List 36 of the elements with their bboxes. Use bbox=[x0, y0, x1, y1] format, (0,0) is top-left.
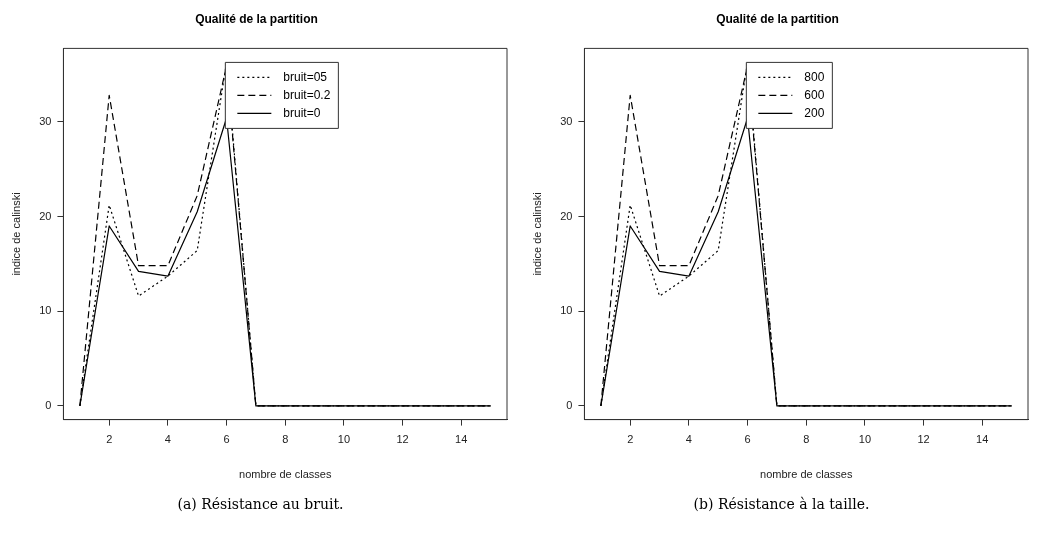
x-tick-label: 10 bbox=[858, 433, 872, 446]
x-tick-label: 12 bbox=[396, 433, 409, 446]
legend-label: 600 bbox=[804, 87, 825, 102]
y-tick-label: 30 bbox=[39, 114, 52, 127]
y-axis-title: indice de calinski bbox=[9, 192, 22, 276]
x-tick-label: 6 bbox=[223, 433, 230, 446]
text: (a) Résistance au bruit. bbox=[176, 496, 345, 512]
x-tick-label: 2 bbox=[106, 433, 113, 446]
x-tick-label: 2 bbox=[627, 433, 634, 446]
chart-title: Qualité de la partition bbox=[195, 11, 318, 26]
legend-label: bruit=05 bbox=[283, 69, 328, 84]
chart-title: Qualité de la partition bbox=[716, 11, 839, 26]
y-axis-title: indice de calinski bbox=[530, 192, 543, 276]
x-axis-title: nombre de classes bbox=[239, 468, 332, 481]
x-tick-label: 8 bbox=[803, 433, 810, 446]
legend-label: 200 bbox=[804, 105, 825, 120]
y-tick-label: 0 bbox=[566, 398, 573, 411]
x-tick-label: 4 bbox=[164, 433, 171, 446]
legend-label: bruit=0 bbox=[283, 105, 321, 120]
y-tick-label: 20 bbox=[560, 209, 573, 222]
x-tick-label: 4 bbox=[685, 433, 692, 446]
y-tick-label: 0 bbox=[45, 398, 52, 411]
text: (b) Résistance à la taille. bbox=[692, 496, 871, 512]
x-tick-label: 14 bbox=[455, 433, 468, 446]
x-tick-label: 8 bbox=[282, 433, 289, 446]
x-tick-label: 6 bbox=[744, 433, 751, 446]
x-tick-label: 12 bbox=[917, 433, 930, 446]
legend-label: 800 bbox=[804, 69, 825, 84]
y-tick-label: 10 bbox=[39, 304, 52, 317]
x-tick-label: 10 bbox=[337, 433, 351, 446]
y-tick-label: 20 bbox=[39, 209, 52, 222]
y-tick-label: 10 bbox=[560, 304, 573, 317]
x-tick-label: 14 bbox=[976, 433, 989, 446]
x-axis-title: nombre de classes bbox=[760, 468, 853, 481]
y-tick-label: 30 bbox=[560, 114, 573, 127]
legend-label: bruit=0.2 bbox=[283, 87, 331, 102]
